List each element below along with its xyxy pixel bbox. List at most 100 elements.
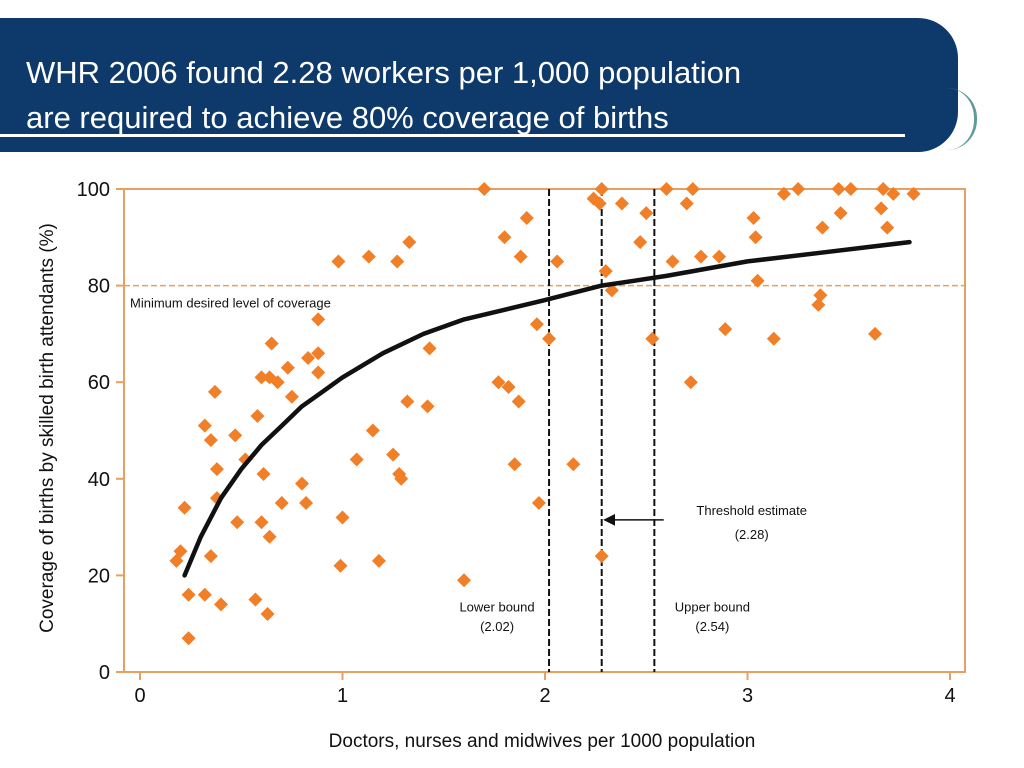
fit-curve-group <box>182 239 912 578</box>
data-point <box>230 515 245 530</box>
data-point <box>390 254 405 269</box>
data-point <box>604 283 619 298</box>
data-point <box>513 249 528 264</box>
y-axis-title: Coverage of births by skilled birth atte… <box>37 223 58 633</box>
data-point <box>491 375 506 390</box>
data-point <box>542 331 557 346</box>
chart-axes <box>116 188 966 680</box>
data-point <box>594 549 609 564</box>
data-point <box>371 553 386 568</box>
data-point <box>422 341 437 356</box>
data-point <box>311 346 326 361</box>
data-point <box>519 210 534 225</box>
data-point <box>173 544 188 559</box>
data-point <box>284 389 299 404</box>
x-tick-label: 1 <box>337 685 348 707</box>
data-point <box>712 249 727 264</box>
data-point <box>457 573 471 588</box>
data-point <box>333 558 348 573</box>
data-point <box>633 235 648 250</box>
data-point <box>248 592 263 607</box>
data-point <box>335 510 350 525</box>
y-tick-label: 60 <box>88 372 110 394</box>
data-point <box>361 249 376 264</box>
y-tick-label: 0 <box>99 662 110 684</box>
data-point <box>550 254 565 269</box>
data-point <box>256 466 271 481</box>
data-point <box>813 288 828 303</box>
slide-title-line-2: are required to achieve 80% coverage of … <box>26 100 669 135</box>
data-point <box>477 182 492 196</box>
data-point <box>301 351 316 366</box>
data-point <box>295 476 309 491</box>
data-point <box>831 182 846 196</box>
data-point <box>280 360 295 375</box>
data-point <box>833 206 848 221</box>
data-point <box>639 206 654 221</box>
data-point <box>906 186 921 201</box>
fit-curve <box>182 239 912 578</box>
banner-decorative-arc <box>930 88 977 150</box>
data-point <box>228 428 243 443</box>
annotations: Minimum desired level of coverage Lower b… <box>130 296 807 634</box>
data-point <box>349 452 364 467</box>
y-tick-label: 80 <box>88 276 110 298</box>
data-point <box>400 394 415 409</box>
data-point <box>402 235 417 250</box>
data-point <box>262 529 277 544</box>
lower-bound-label: Lower bound <box>459 600 534 615</box>
data-point <box>497 230 512 245</box>
data-point <box>501 380 516 395</box>
threshold-label: Threshold estimate <box>696 503 807 518</box>
x-tick-label: 4 <box>944 685 955 707</box>
data-point <box>748 230 763 245</box>
minimum-coverage-label: Minimum desired level of coverage <box>130 296 331 311</box>
data-point <box>614 196 629 211</box>
data-point <box>511 394 526 409</box>
data-point <box>311 312 326 327</box>
data-point <box>598 264 613 279</box>
data-point <box>365 423 380 438</box>
data-point <box>693 249 708 264</box>
data-point <box>776 186 791 201</box>
title-underline <box>0 134 905 137</box>
upper-bound-value: (2.54) <box>695 619 729 634</box>
lower-bound-value: (2.02) <box>480 619 514 634</box>
data-point <box>214 597 228 612</box>
data-point <box>264 336 279 351</box>
data-point <box>746 210 761 225</box>
x-axis-title: Doctors, nurses and midwives per 1000 po… <box>329 731 756 752</box>
data-point <box>886 186 901 201</box>
data-point <box>876 182 891 196</box>
data-point <box>331 254 346 269</box>
slide-title: WHR 2006 found 2.28 workers per 1,000 po… <box>26 50 956 140</box>
x-tick-label: 0 <box>134 685 145 707</box>
data-point <box>203 433 218 448</box>
data-point <box>750 273 765 288</box>
data-point <box>197 587 212 602</box>
data-point <box>250 409 265 424</box>
data-point <box>177 500 192 515</box>
data-point <box>274 495 289 510</box>
data-point <box>311 365 326 380</box>
data-point <box>181 587 196 602</box>
data-point <box>254 370 269 385</box>
chart-tick-labels: 0 20 40 60 80 100 0 1 2 3 4 <box>77 179 956 707</box>
data-point <box>203 549 218 564</box>
data-point <box>181 631 196 646</box>
data-point <box>260 607 275 622</box>
x-tick-label: 3 <box>742 685 753 707</box>
data-point <box>529 317 544 332</box>
data-point <box>254 515 269 530</box>
data-point <box>592 196 607 211</box>
data-point <box>683 375 698 390</box>
data-point <box>868 326 883 341</box>
data-point <box>270 375 285 390</box>
data-point <box>766 331 781 346</box>
title-banner <box>0 18 958 152</box>
data-point <box>645 331 660 346</box>
data-point <box>880 220 895 235</box>
data-point <box>420 399 435 414</box>
y-tick-label: 40 <box>88 469 110 491</box>
